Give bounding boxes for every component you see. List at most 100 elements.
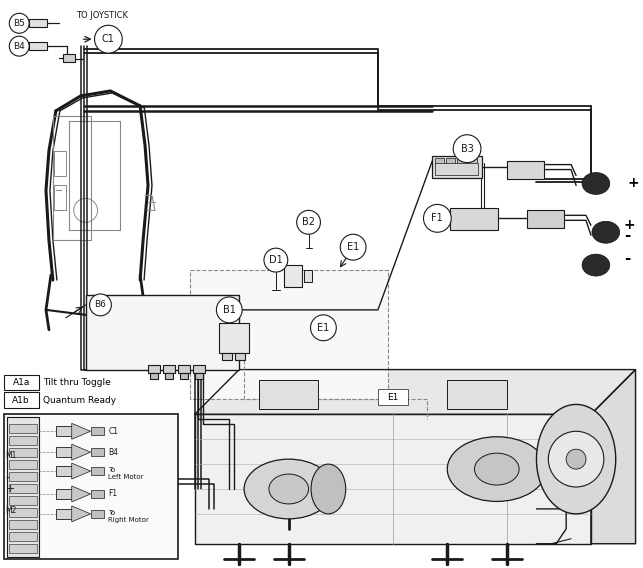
Text: A1b: A1b bbox=[12, 396, 30, 405]
Bar bbox=[86, 295, 239, 370]
Circle shape bbox=[296, 210, 320, 234]
Bar bbox=[29, 42, 47, 50]
Circle shape bbox=[9, 13, 29, 34]
Text: Tilt thru Toggle: Tilt thru Toggle bbox=[43, 378, 111, 387]
Ellipse shape bbox=[582, 254, 610, 276]
Bar bbox=[190, 270, 388, 399]
Text: +: + bbox=[5, 484, 15, 494]
Bar bbox=[195, 373, 203, 378]
Text: -: - bbox=[624, 250, 630, 266]
Text: C1: C1 bbox=[109, 427, 118, 436]
Bar bbox=[507, 161, 545, 178]
Bar bbox=[9, 508, 37, 517]
Text: B3: B3 bbox=[460, 144, 473, 154]
Polygon shape bbox=[72, 463, 91, 479]
Bar bbox=[9, 448, 37, 457]
Ellipse shape bbox=[448, 437, 547, 502]
Bar bbox=[150, 373, 158, 378]
Bar bbox=[222, 353, 232, 360]
Text: F1: F1 bbox=[109, 490, 118, 499]
Text: C1: C1 bbox=[102, 34, 115, 44]
Circle shape bbox=[89, 294, 111, 316]
Bar bbox=[446, 158, 455, 165]
Ellipse shape bbox=[475, 453, 519, 485]
Ellipse shape bbox=[536, 404, 616, 514]
Text: D1: D1 bbox=[269, 255, 283, 265]
Bar bbox=[284, 265, 302, 287]
Bar bbox=[56, 427, 72, 436]
Circle shape bbox=[424, 204, 451, 232]
Text: Quantum Ready: Quantum Ready bbox=[43, 396, 116, 405]
Bar bbox=[9, 532, 37, 541]
Bar bbox=[91, 510, 104, 518]
Text: TO JOYSTICK: TO JOYSTICK bbox=[76, 11, 128, 20]
Text: To
Right Motor: To Right Motor bbox=[109, 510, 149, 523]
Text: B5: B5 bbox=[14, 19, 25, 28]
Polygon shape bbox=[591, 370, 635, 544]
Text: M1: M1 bbox=[5, 450, 17, 460]
Bar bbox=[468, 158, 477, 165]
Text: -: - bbox=[624, 228, 630, 243]
Bar bbox=[29, 19, 47, 27]
Ellipse shape bbox=[311, 464, 346, 514]
Bar bbox=[527, 210, 564, 228]
Bar bbox=[91, 448, 104, 456]
Bar bbox=[177, 365, 190, 373]
Bar bbox=[9, 496, 37, 505]
Bar bbox=[435, 162, 478, 174]
Text: E1: E1 bbox=[387, 393, 399, 402]
Text: E1: E1 bbox=[317, 323, 330, 333]
Bar bbox=[9, 544, 37, 553]
Bar bbox=[9, 472, 37, 481]
Text: M2: M2 bbox=[5, 507, 17, 515]
Circle shape bbox=[548, 431, 604, 487]
Circle shape bbox=[9, 36, 29, 56]
Bar bbox=[63, 54, 75, 62]
Text: B1: B1 bbox=[223, 305, 236, 315]
Bar bbox=[450, 208, 498, 230]
Bar bbox=[219, 323, 249, 353]
Bar bbox=[180, 373, 188, 378]
Circle shape bbox=[217, 297, 242, 323]
Text: A1a: A1a bbox=[12, 378, 30, 387]
Bar bbox=[91, 490, 104, 498]
Bar bbox=[148, 365, 160, 373]
Circle shape bbox=[311, 315, 336, 341]
Bar bbox=[5, 415, 177, 559]
Circle shape bbox=[264, 248, 288, 272]
Bar bbox=[9, 520, 37, 529]
Bar bbox=[5, 374, 39, 390]
Text: F1: F1 bbox=[431, 214, 443, 223]
Bar bbox=[56, 447, 72, 457]
Polygon shape bbox=[72, 444, 91, 460]
Bar bbox=[193, 365, 204, 373]
Bar bbox=[91, 427, 104, 435]
Bar bbox=[7, 417, 39, 557]
Bar bbox=[91, 467, 104, 475]
Ellipse shape bbox=[592, 222, 620, 243]
Bar bbox=[9, 424, 37, 433]
Text: B4: B4 bbox=[14, 41, 25, 51]
Polygon shape bbox=[72, 506, 91, 522]
Bar bbox=[9, 460, 37, 469]
Text: B6: B6 bbox=[95, 300, 106, 310]
Text: +: + bbox=[628, 177, 639, 190]
Text: E1: E1 bbox=[347, 242, 359, 252]
Bar bbox=[448, 379, 507, 410]
Text: B4: B4 bbox=[109, 448, 118, 457]
Text: To
Left Motor: To Left Motor bbox=[109, 467, 144, 480]
Bar bbox=[457, 158, 466, 165]
Polygon shape bbox=[195, 370, 635, 415]
Bar bbox=[56, 466, 72, 476]
Bar bbox=[432, 156, 482, 178]
Circle shape bbox=[566, 449, 586, 469]
Bar bbox=[56, 489, 72, 499]
Ellipse shape bbox=[582, 173, 610, 194]
Polygon shape bbox=[195, 415, 591, 544]
Bar bbox=[9, 484, 37, 493]
Text: -: - bbox=[5, 472, 10, 482]
Bar bbox=[435, 158, 444, 165]
Bar bbox=[378, 390, 408, 406]
Bar bbox=[165, 373, 173, 378]
Bar bbox=[5, 392, 39, 408]
